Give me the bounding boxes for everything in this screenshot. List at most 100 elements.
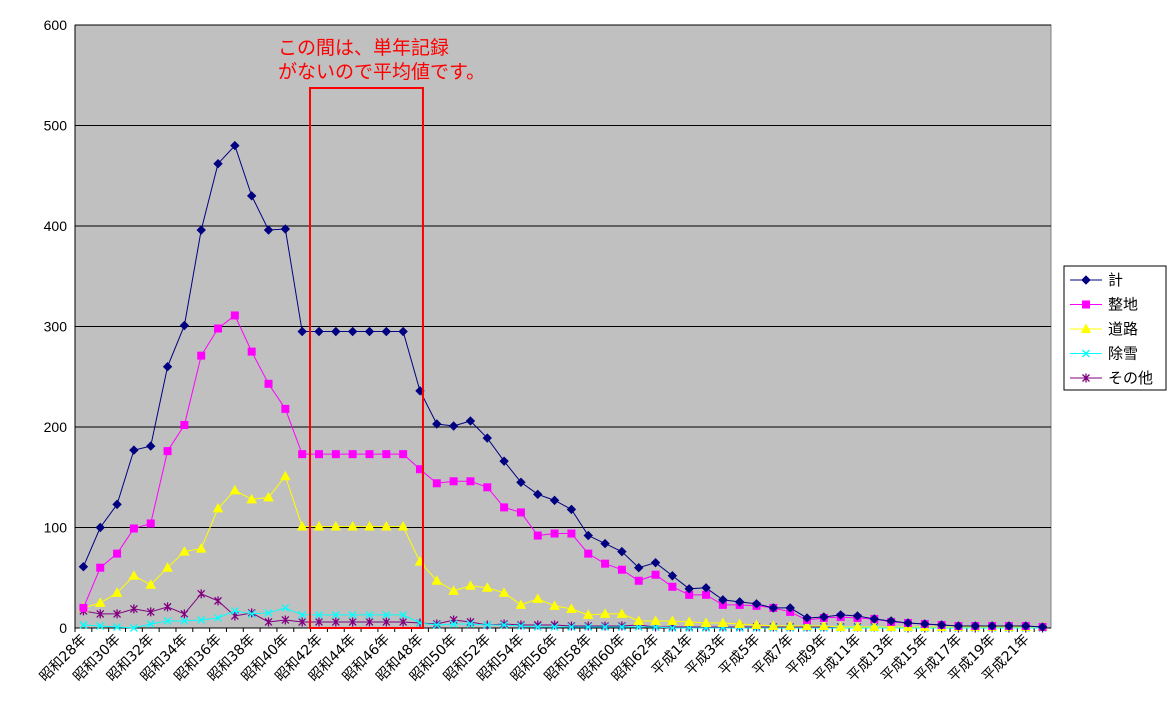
data-point xyxy=(246,191,257,201)
legend-item: 除雪 xyxy=(1070,345,1138,363)
data-point xyxy=(482,433,492,443)
data-point xyxy=(280,224,291,234)
data-point xyxy=(668,624,677,632)
legend-item: 道路 xyxy=(1070,320,1138,338)
data-point xyxy=(145,579,157,589)
data-point xyxy=(600,538,610,549)
y-tick-label: 400 xyxy=(44,218,68,234)
data-point xyxy=(515,599,527,609)
legend-marker xyxy=(1081,275,1091,285)
data-point xyxy=(785,603,795,613)
data-point xyxy=(230,606,239,615)
data-point xyxy=(466,477,475,486)
data-point xyxy=(162,562,173,572)
legend-marker xyxy=(1082,349,1090,358)
data-point xyxy=(263,225,274,235)
data-point xyxy=(566,603,577,613)
data-point xyxy=(1021,621,1031,631)
data-point xyxy=(247,609,256,618)
data-point xyxy=(298,610,307,619)
y-tick-label: 0 xyxy=(59,620,67,636)
data-point xyxy=(432,621,441,629)
data-point xyxy=(701,583,711,593)
data-point xyxy=(365,610,374,619)
data-point xyxy=(684,584,694,594)
data-point xyxy=(533,489,543,500)
data-point xyxy=(128,570,140,580)
legend-box xyxy=(1063,265,1167,391)
data-point xyxy=(94,597,106,607)
data-point xyxy=(650,557,661,568)
data-point xyxy=(347,520,359,531)
data-point xyxy=(751,619,762,629)
x-axis-ticks: 昭和28年昭和30年昭和32年昭和34年昭和36年昭和38年昭和40年昭和42年… xyxy=(37,628,1035,685)
data-point xyxy=(835,621,847,631)
data-point xyxy=(331,617,340,627)
data-point xyxy=(96,609,105,619)
data-point xyxy=(970,621,980,631)
y-tick-label: 200 xyxy=(44,419,68,435)
data-point xyxy=(297,326,307,337)
data-point xyxy=(651,570,660,579)
data-point xyxy=(432,479,441,488)
data-point xyxy=(382,610,391,619)
data-point xyxy=(179,320,190,331)
data-point xyxy=(196,225,206,235)
data-point xyxy=(953,621,964,631)
data-point xyxy=(768,603,779,613)
legend-label: 道路 xyxy=(1108,320,1138,338)
legend-item: その他 xyxy=(1070,369,1153,387)
data-point xyxy=(78,561,89,572)
data-point xyxy=(230,140,240,151)
data-point xyxy=(718,595,728,605)
data-point xyxy=(868,621,880,631)
series-0 xyxy=(78,140,1048,632)
series-line xyxy=(82,144,1043,628)
data-point xyxy=(533,531,542,540)
data-point xyxy=(298,617,307,627)
data-point xyxy=(516,620,525,630)
data-point xyxy=(616,608,628,618)
data-point xyxy=(112,499,122,510)
data-point xyxy=(111,587,123,597)
data-point xyxy=(432,419,442,429)
data-point xyxy=(348,617,357,627)
data-point xyxy=(617,565,626,574)
data-point xyxy=(449,620,458,628)
data-point xyxy=(214,324,223,333)
data-point xyxy=(146,441,156,451)
data-point xyxy=(987,621,997,631)
data-point xyxy=(886,616,896,626)
data-point xyxy=(331,326,341,337)
data-point xyxy=(903,618,913,628)
data-point xyxy=(802,613,812,623)
y-axis-ticks: 0 100 200 300 400 500 600 xyxy=(44,17,68,636)
data-point xyxy=(885,621,897,631)
data-point xyxy=(247,347,256,356)
data-point xyxy=(162,361,173,372)
data-point xyxy=(819,612,829,622)
data-point xyxy=(500,503,509,512)
annotation-line-1: この間は、単年記録 xyxy=(278,37,449,59)
data-point xyxy=(263,491,274,502)
y-tick-label: 300 xyxy=(44,319,68,335)
data-point xyxy=(129,604,138,614)
data-point xyxy=(550,623,559,631)
data-point xyxy=(212,502,224,513)
data-point xyxy=(197,351,206,360)
data-point xyxy=(365,450,374,459)
data-point xyxy=(634,576,643,585)
data-point xyxy=(567,621,576,631)
data-point xyxy=(617,621,626,631)
legend-marker xyxy=(1080,323,1092,333)
legend-label: その他 xyxy=(1108,369,1153,387)
data-point xyxy=(466,620,475,628)
data-point xyxy=(818,620,830,630)
data-point xyxy=(483,621,492,629)
data-point xyxy=(1004,621,1014,631)
data-point xyxy=(281,615,290,625)
data-point xyxy=(129,624,138,632)
data-point xyxy=(734,597,745,607)
data-point xyxy=(381,326,392,337)
data-point xyxy=(380,520,392,531)
